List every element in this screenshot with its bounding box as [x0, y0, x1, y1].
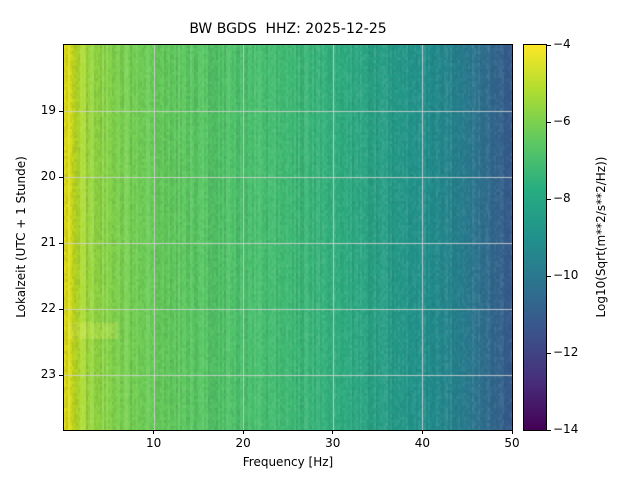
y-tick-mark: [59, 374, 63, 376]
colorbar-tick-label: −8: [553, 191, 571, 205]
x-tick-label: 20: [235, 436, 251, 450]
y-tick-label: 21: [40, 235, 56, 250]
y-tick-label: 20: [40, 169, 56, 184]
y-tick-label: 19: [40, 103, 56, 118]
colorbar-tick-mark: [547, 44, 551, 46]
x-tick-mark: [153, 430, 155, 434]
x-tick-label: 30: [325, 436, 341, 450]
y-tick-label: 23: [40, 367, 56, 382]
colorbar-tick-label: −10: [553, 268, 579, 282]
x-tick-label: 10: [145, 436, 162, 450]
plot-title: BW BGDS HHZ: 2025-12-25: [189, 21, 387, 37]
x-tick-mark: [511, 430, 513, 434]
colorbar-tick-label: −12: [553, 345, 579, 359]
colorbar-tick-mark: [547, 121, 551, 123]
colorbar-tick-label: −6: [553, 114, 571, 128]
spectrogram-plot: [63, 44, 513, 431]
colorbar-tick-mark: [547, 429, 551, 431]
x-axis-label: Frequency [Hz]: [242, 455, 334, 469]
spectrogram-canvas: [64, 45, 512, 430]
x-tick-mark: [421, 430, 423, 434]
x-tick-mark: [242, 430, 244, 434]
y-tick-mark: [59, 110, 63, 112]
y-tick-mark: [59, 242, 63, 244]
x-tick-label: 40: [414, 436, 431, 450]
x-tick-mark: [332, 430, 334, 434]
colorbar-tick-label: −4: [553, 37, 571, 51]
colorbar-tick-mark: [547, 198, 551, 200]
y-tick-mark: [59, 308, 63, 310]
colorbar-tick-mark: [547, 275, 551, 277]
colorbar-tick-mark: [547, 352, 551, 354]
colorbar-tick-label: −14: [553, 422, 579, 436]
y-tick-label: 22: [40, 301, 56, 316]
x-tick-label: 50: [504, 436, 520, 450]
y-tick-mark: [59, 176, 63, 178]
colorbar-label: Log10(Sqrt(m**2/s**2/Hz)): [594, 156, 608, 318]
colorbar-gradient: [524, 45, 546, 430]
colorbar: [523, 44, 547, 431]
